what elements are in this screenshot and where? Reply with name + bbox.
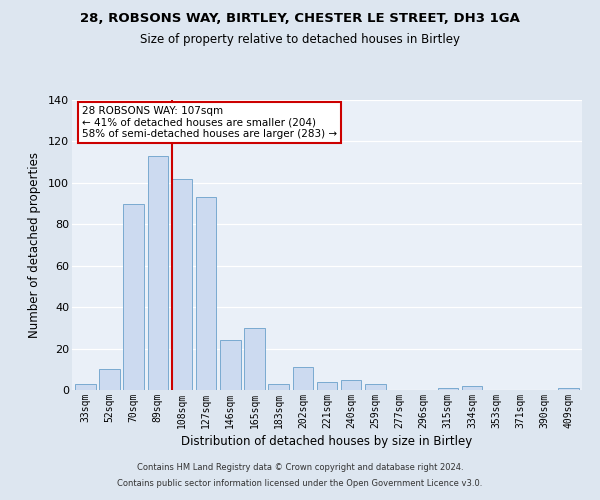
Bar bbox=[196, 198, 217, 390]
Bar bbox=[220, 340, 241, 390]
Bar bbox=[124, 204, 144, 390]
Bar bbox=[75, 384, 95, 390]
Bar bbox=[172, 178, 192, 390]
Bar bbox=[462, 386, 482, 390]
Text: 28, ROBSONS WAY, BIRTLEY, CHESTER LE STREET, DH3 1GA: 28, ROBSONS WAY, BIRTLEY, CHESTER LE STR… bbox=[80, 12, 520, 26]
Text: Contains public sector information licensed under the Open Government Licence v3: Contains public sector information licen… bbox=[118, 478, 482, 488]
Bar bbox=[293, 367, 313, 390]
X-axis label: Distribution of detached houses by size in Birtley: Distribution of detached houses by size … bbox=[181, 435, 473, 448]
Bar bbox=[268, 384, 289, 390]
Bar bbox=[341, 380, 361, 390]
Bar bbox=[148, 156, 168, 390]
Bar bbox=[559, 388, 579, 390]
Bar bbox=[437, 388, 458, 390]
Text: Size of property relative to detached houses in Birtley: Size of property relative to detached ho… bbox=[140, 32, 460, 46]
Bar bbox=[317, 382, 337, 390]
Y-axis label: Number of detached properties: Number of detached properties bbox=[28, 152, 41, 338]
Bar bbox=[99, 370, 120, 390]
Bar bbox=[244, 328, 265, 390]
Bar bbox=[365, 384, 386, 390]
Text: 28 ROBSONS WAY: 107sqm
← 41% of detached houses are smaller (204)
58% of semi-de: 28 ROBSONS WAY: 107sqm ← 41% of detached… bbox=[82, 106, 337, 139]
Text: Contains HM Land Registry data © Crown copyright and database right 2024.: Contains HM Land Registry data © Crown c… bbox=[137, 464, 463, 472]
